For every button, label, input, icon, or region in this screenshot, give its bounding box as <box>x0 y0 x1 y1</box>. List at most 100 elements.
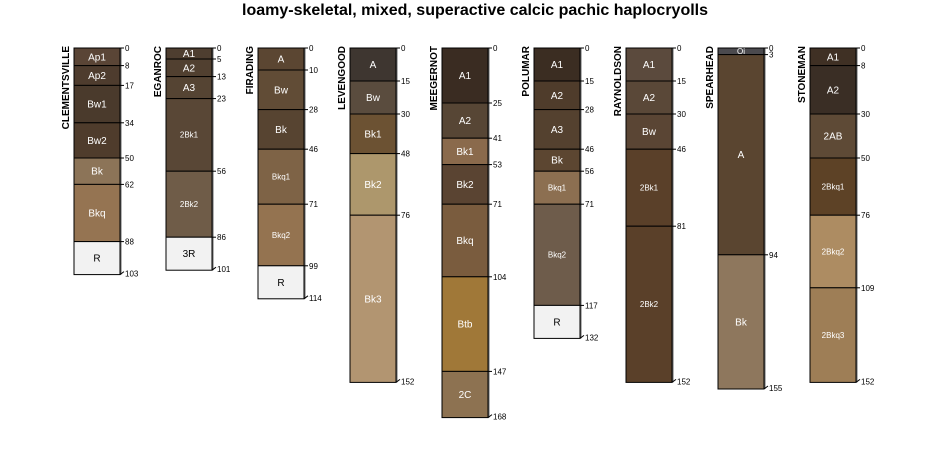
horizon-block <box>73 157 121 185</box>
soil-profile: A1 A2 2AB 2Bkq1 2Bkq2 2Bkq3 0 8 30 50 76 109 152 STON… <box>797 44 875 386</box>
horizon-label: Bw2 <box>87 136 107 147</box>
horizon-block <box>349 47 397 82</box>
horizon-block <box>717 254 765 390</box>
horizon-label: Bkq <box>456 236 473 247</box>
chart-title: loamy-skeletal, mixed, superactive calci… <box>242 2 708 19</box>
horizon-label: 2Bkq1 <box>822 182 845 191</box>
depth-label: 34 <box>125 119 134 128</box>
depth-label: 99 <box>309 262 318 271</box>
horizon-label: 2Bk2 <box>640 300 659 309</box>
horizon-block <box>257 203 305 267</box>
depth-label: 56 <box>217 167 226 176</box>
horizon-block <box>533 203 581 306</box>
horizon-block <box>441 164 489 205</box>
depth-label: 28 <box>585 106 594 115</box>
soil-profile: A Bw Bk Bkq1 Bkq2 R 0 10 28 46 71 99 114 FIRADING <box>245 44 322 303</box>
horizon-block <box>533 170 581 205</box>
horizon-label: 2Bkq3 <box>822 331 845 340</box>
depth-label: 132 <box>585 333 599 342</box>
depth-label: 8 <box>125 62 130 71</box>
horizon-label: 2Bk1 <box>180 131 199 140</box>
depth-tick <box>119 271 125 276</box>
horizon-block <box>257 69 305 111</box>
depth-label: 104 <box>493 273 507 282</box>
depth-label: 155 <box>769 384 783 393</box>
depth-label: 152 <box>677 377 691 386</box>
horizon-label: A3 <box>183 83 196 94</box>
horizon-label: A1 <box>643 60 656 71</box>
horizon-label: A <box>370 60 377 71</box>
depth-label: 94 <box>769 251 778 260</box>
depth-label: 8 <box>861 62 866 71</box>
depth-label: 147 <box>493 367 507 376</box>
horizon-label: A1 <box>459 71 472 82</box>
horizon-label: A2 <box>459 116 472 127</box>
horizon-label: R <box>277 278 284 289</box>
horizon-block <box>257 109 305 150</box>
depth-label: 48 <box>401 150 410 159</box>
depth-label: 117 <box>585 301 598 310</box>
depth-label: 56 <box>585 167 594 176</box>
horizon-label: A2 <box>551 91 564 102</box>
horizon-label: Bk <box>91 167 104 178</box>
profile-name: STONEMAN <box>797 46 808 103</box>
horizon-label: Ap1 <box>88 52 106 63</box>
depth-tick <box>395 378 401 383</box>
depth-label: 0 <box>493 44 498 53</box>
depth-tick <box>211 266 217 271</box>
horizon-block <box>809 287 857 383</box>
depth-label: 0 <box>401 44 406 53</box>
horizon-label: A1 <box>827 52 840 63</box>
depth-label: 0 <box>217 44 222 53</box>
horizon-label: 3R <box>183 249 196 260</box>
horizon-label: Btb <box>457 320 472 331</box>
horizon-label: Bk3 <box>364 294 382 305</box>
depth-label: 23 <box>217 95 226 104</box>
profile-name: RAYNOLDSON <box>613 46 624 116</box>
horizon-block <box>625 80 673 115</box>
depth-tick <box>855 378 861 383</box>
horizon-block <box>165 236 213 271</box>
soil-profile: A1 A2 A3 Bk Bkq1 Bkq2 R 0 15 28 46 56 71 117 132 POLUMA… <box>521 44 599 342</box>
depth-label: 88 <box>125 238 134 247</box>
depth-label: 50 <box>861 154 870 163</box>
depth-label: 62 <box>125 180 134 189</box>
horizon-block <box>533 304 581 339</box>
depth-label: 81 <box>677 222 686 231</box>
horizon-label: Oi <box>737 47 745 56</box>
depth-label: 25 <box>493 99 502 108</box>
horizon-label: A2 <box>183 63 196 74</box>
horizon-label: R <box>553 317 560 328</box>
horizon-block <box>625 113 673 150</box>
depth-label: 0 <box>125 44 130 53</box>
horizon-label: Bk1 <box>456 147 474 158</box>
depth-label: 17 <box>125 81 134 90</box>
horizon-block <box>809 214 857 289</box>
soil-profile: Oi A Bk 03 94 155 SPEARHEAD <box>705 44 783 393</box>
horizon-label: 2Bkq2 <box>822 247 845 256</box>
depth-label: 0 <box>677 44 682 53</box>
depth-label: 114 <box>309 294 322 303</box>
depth-label: 152 <box>861 377 875 386</box>
depth-label: 76 <box>861 211 870 220</box>
depth-label: 168 <box>493 413 507 422</box>
horizon-label: 2Bk2 <box>180 200 199 209</box>
depth-label: 76 <box>401 211 410 220</box>
depth-label: 3 <box>769 51 774 60</box>
horizon-label: 2Bk1 <box>640 184 659 193</box>
depth-tick <box>763 385 769 390</box>
horizon-label: A1 <box>551 60 564 71</box>
horizon-label: Bk <box>275 125 288 136</box>
soil-profile: A1 A2 Bw 2Bk1 2Bk2 0 15 30 46 81 152 RAYNOLDSON <box>613 44 691 386</box>
profile-name: CLEMENTSVILLE <box>61 46 72 130</box>
depth-tick <box>487 414 493 419</box>
horizon-label: 2C <box>459 390 472 401</box>
horizon-block <box>165 98 213 172</box>
depth-tick <box>671 378 677 383</box>
horizon-label: A2 <box>643 93 656 104</box>
soil-profile: A Bw Bk1 Bk2 Bk3 0 15 30 48 76 152 LEVENGOOD <box>337 44 415 386</box>
depth-label: 15 <box>585 77 594 86</box>
depth-label: 71 <box>585 200 594 209</box>
horizon-label: Bkq <box>88 209 105 220</box>
